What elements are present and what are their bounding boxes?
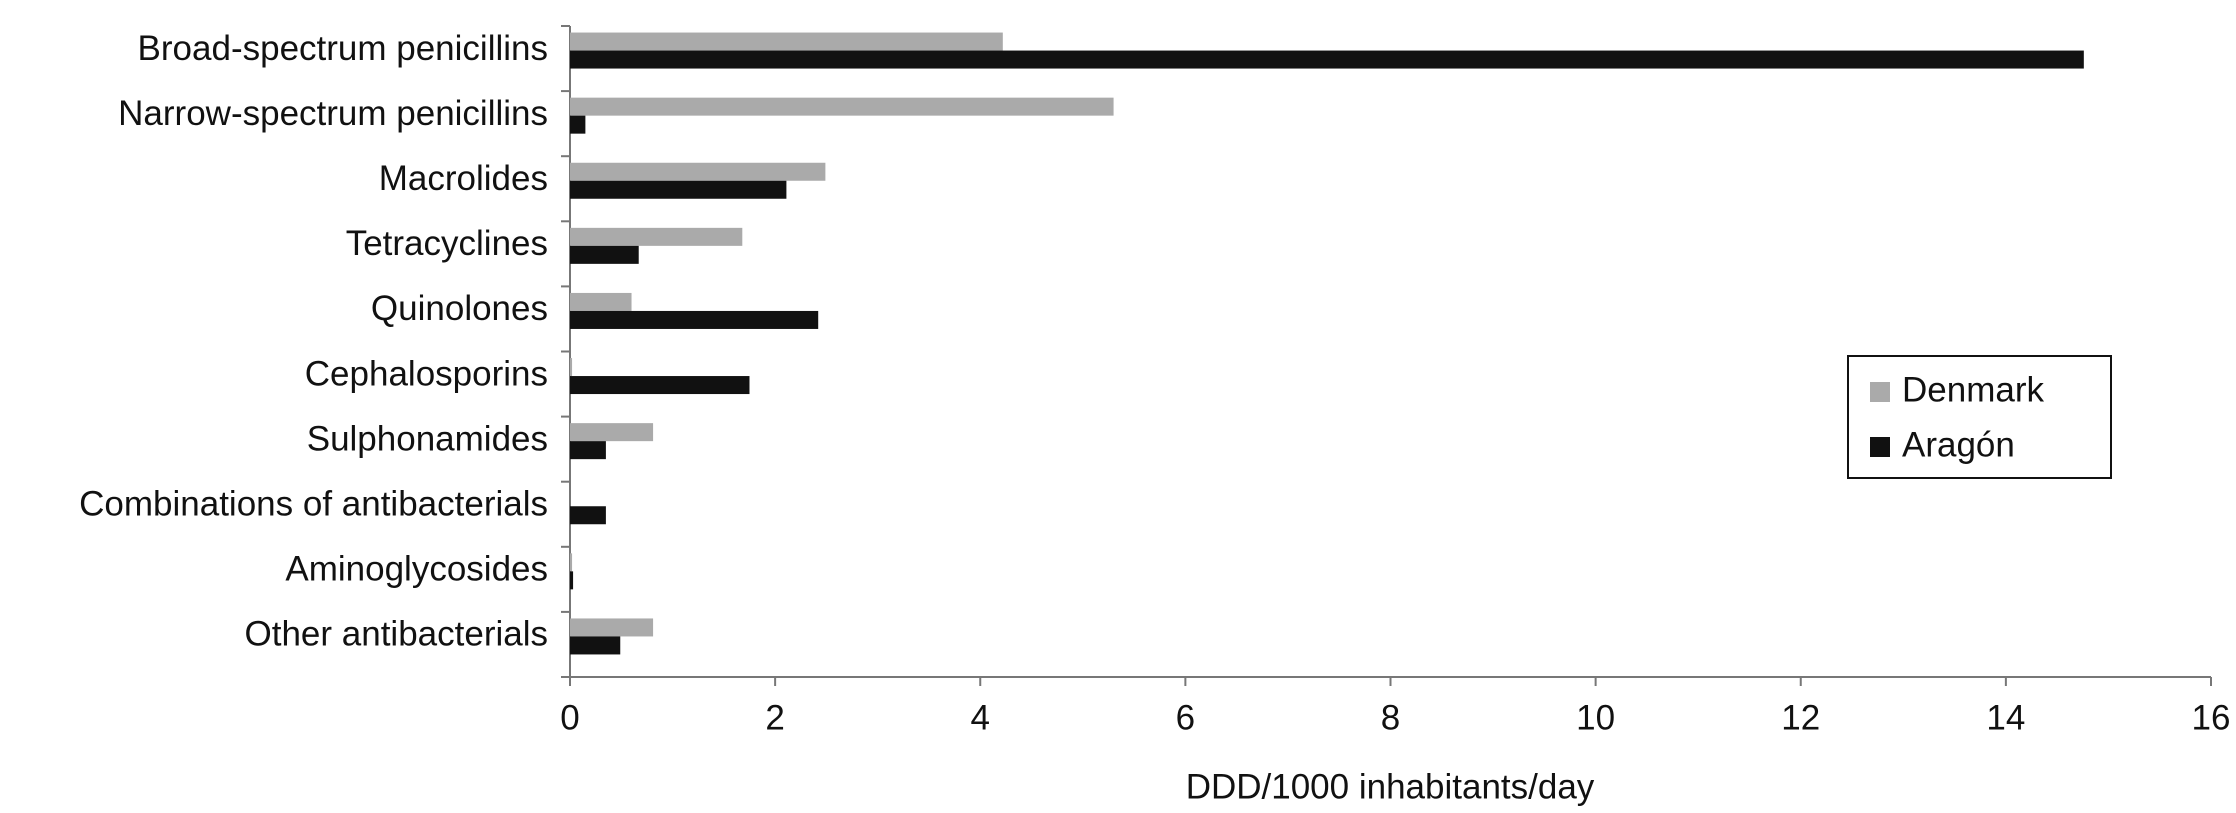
bar [570,227,743,246]
legend-label: Denmark [1902,370,2044,409]
bar [570,358,573,377]
x-axis-title: DDD/1000 inhabitants/day [1186,767,1595,806]
bar [570,618,654,637]
bar [570,506,606,525]
bar [570,571,574,590]
y-tick-label: Tetracyclines [346,224,548,263]
bar [570,292,632,311]
y-tick-label: Macrolides [379,159,548,198]
x-tick-label: 4 [971,698,990,737]
bar [570,50,2084,69]
y-tick-label: Other antibacterials [245,615,548,654]
bar [570,310,819,329]
legend-box [1847,355,2112,479]
bar [570,180,787,199]
x-tick-label: 10 [1576,698,1615,737]
x-tick-label: 0 [560,698,579,737]
bar [570,162,826,181]
bar [570,553,573,572]
bar [570,441,606,460]
legend-swatch [1870,382,1890,402]
y-tick-label: Cephalosporins [305,354,548,393]
bar [570,423,654,442]
legend-swatch [1870,437,1890,457]
x-tick-label: 6 [1176,698,1195,737]
y-tick-label: Quinolones [371,289,548,328]
x-tick-label: 8 [1381,698,1400,737]
x-tick-label: 2 [765,698,784,737]
bar [570,636,621,655]
bar [570,32,1003,51]
bar [570,376,750,395]
y-tick-label: Narrow-spectrum penicillins [118,94,548,133]
y-tick-label: Combinations of antibacterials [79,485,548,524]
x-tick-label: 12 [1781,698,1820,737]
y-tick-label: Aminoglycosides [285,550,548,589]
bar [570,97,1114,116]
y-tick-label: Sulphonamides [307,419,548,458]
x-tick-label: 16 [2192,698,2231,737]
bar [570,245,639,264]
y-tick-label: Broad-spectrum penicillins [138,29,548,68]
x-tick-label: 14 [1986,698,2025,737]
legend-label: Aragón [1902,425,2015,464]
bar [570,115,586,134]
